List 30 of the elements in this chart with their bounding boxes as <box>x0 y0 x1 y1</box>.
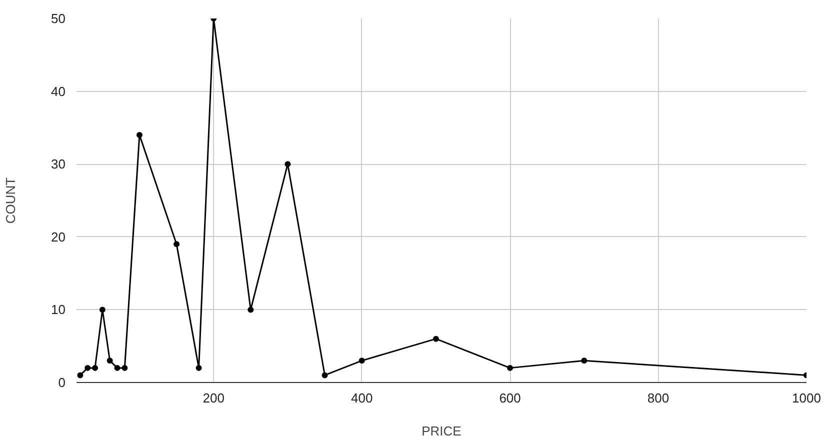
point <box>84 364 91 371</box>
y-tick-label: 0 <box>58 375 66 390</box>
point <box>196 364 202 371</box>
point <box>136 132 142 138</box>
point <box>284 161 291 168</box>
point <box>581 358 588 364</box>
y-tick-label: 40 <box>51 84 66 99</box>
x-tick-label: 800 <box>647 390 670 406</box>
point <box>122 364 128 371</box>
point <box>114 364 120 371</box>
point <box>77 372 84 378</box>
y-tick-label: 50 <box>51 11 66 26</box>
point <box>358 358 365 364</box>
x-axis-title: PRICE <box>422 424 462 438</box>
point <box>174 241 180 248</box>
x-tick-label: 1000 <box>792 390 821 406</box>
y-tick-label: 30 <box>51 156 66 172</box>
point <box>432 336 439 342</box>
point <box>106 358 113 364</box>
point <box>507 364 514 371</box>
point <box>248 306 254 313</box>
y-tick-label: 10 <box>51 302 66 318</box>
x-tick-label: 400 <box>350 390 373 406</box>
point <box>92 364 98 371</box>
x-tick-label: 600 <box>499 390 521 406</box>
x-tick-label: 200 <box>202 390 224 406</box>
point <box>322 372 328 378</box>
y-tick-label: 20 <box>51 229 66 244</box>
point <box>99 306 106 313</box>
y-axis-title: COUNT <box>3 177 18 224</box>
